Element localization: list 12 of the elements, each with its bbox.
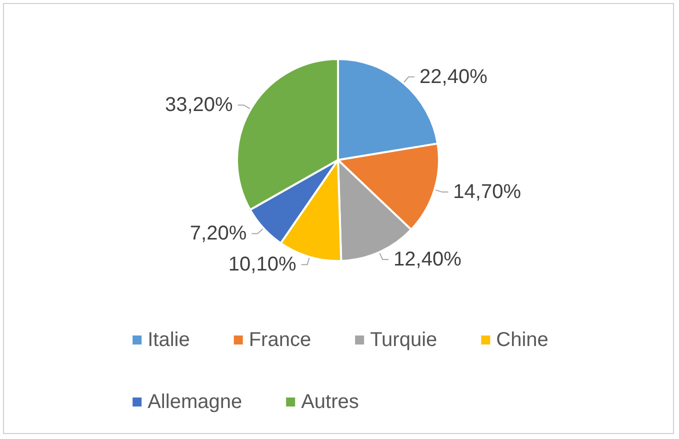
data-label: 10,10% xyxy=(228,254,296,276)
data-label: 7,20% xyxy=(190,222,247,245)
data-label: 12,40% xyxy=(394,248,462,270)
legend-label: Autres xyxy=(301,391,359,413)
legend-label: France xyxy=(248,329,312,351)
legend-label: Chine xyxy=(496,329,548,351)
data-label: 14,70% xyxy=(453,181,522,204)
legend-label: Italie xyxy=(148,329,190,351)
data-label: 33,20% xyxy=(164,94,234,116)
data-label: 22,40% xyxy=(420,66,488,88)
legend-label: Allemagne xyxy=(148,391,242,413)
legend-label: Turquie xyxy=(370,329,438,351)
